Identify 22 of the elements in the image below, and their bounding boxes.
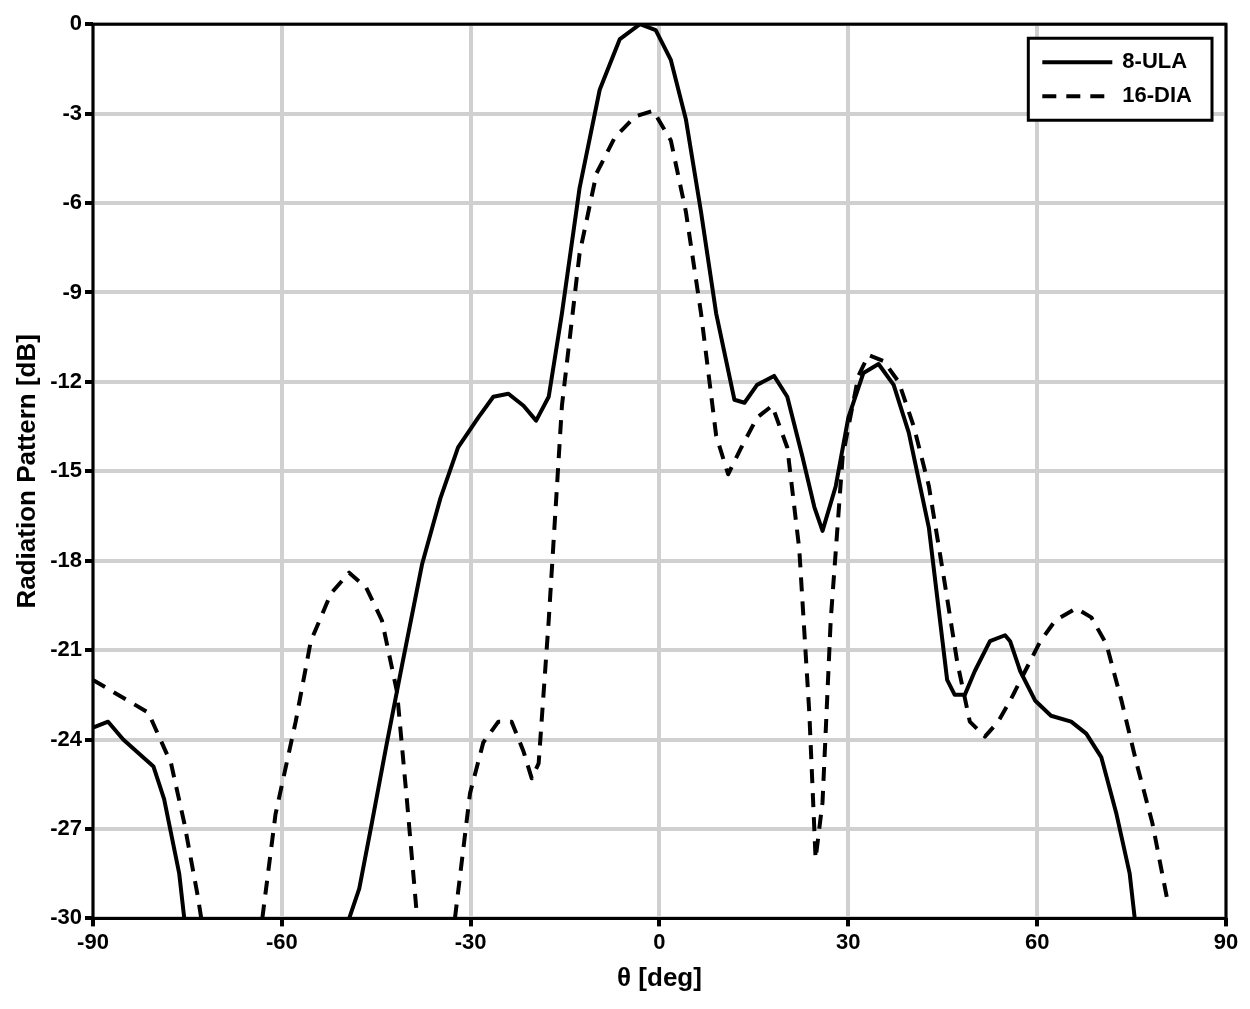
y-tick-label: -27 xyxy=(50,815,82,841)
x-tick-label: 90 xyxy=(1213,928,1239,954)
legend-label: 8-ULA xyxy=(1122,48,1188,74)
x-tick-label: -60 xyxy=(265,928,298,954)
y-tick-label: -6 xyxy=(62,189,82,215)
legend-label: 16-DIA xyxy=(1122,82,1193,108)
y-tick-label: -15 xyxy=(50,457,82,483)
y-tick-label: -18 xyxy=(50,546,82,572)
x-tick-label: -30 xyxy=(454,928,487,954)
x-tick-label: -90 xyxy=(77,928,109,954)
y-tick-label: -30 xyxy=(50,904,82,930)
x-tick-label: 60 xyxy=(1024,928,1050,954)
y-tick-label: -9 xyxy=(62,278,82,304)
x-axis-title: θ [deg] xyxy=(617,961,702,992)
x-tick-label: 0 xyxy=(653,928,666,954)
y-tick-label: 0 xyxy=(69,10,82,36)
y-tick-label: -24 xyxy=(50,725,83,751)
y-axis-title: Radiation Pattern [dB] xyxy=(10,334,41,609)
y-tick-label: -21 xyxy=(50,636,82,662)
y-tick-label: -12 xyxy=(50,367,82,393)
y-tick-label: -3 xyxy=(62,99,82,125)
x-tick-label: 30 xyxy=(836,928,861,954)
